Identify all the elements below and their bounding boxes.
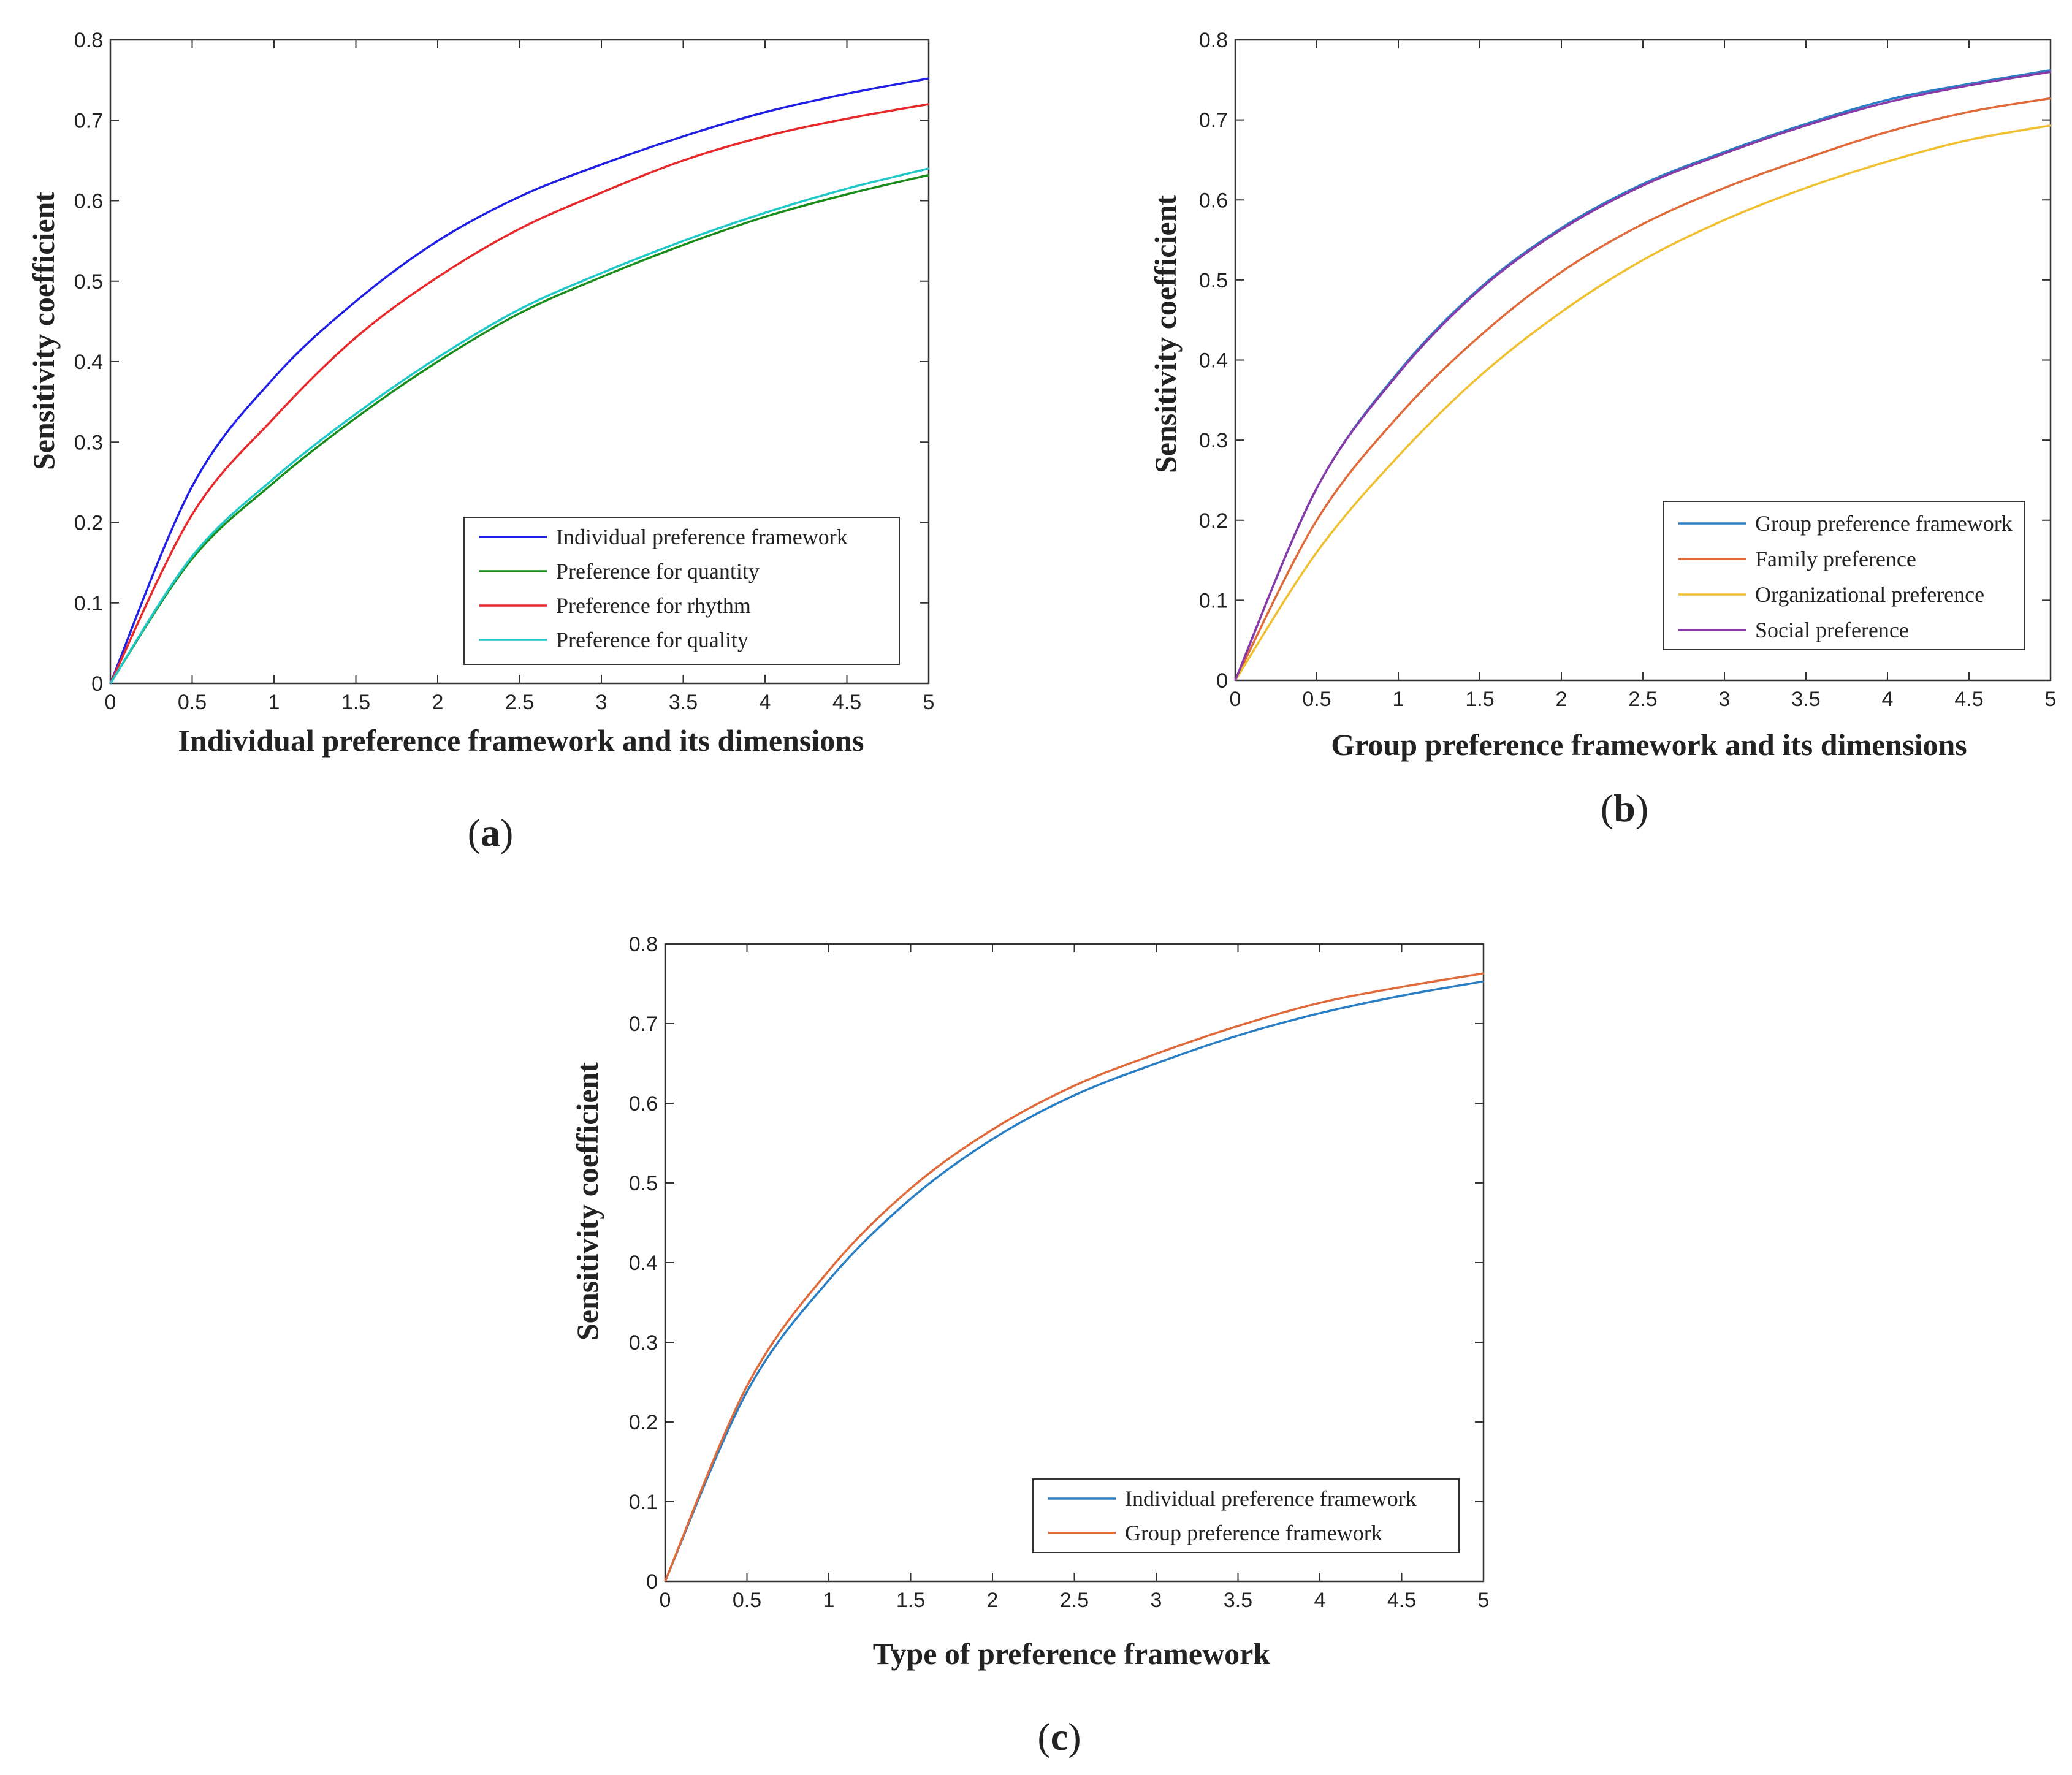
panel-a-xtick-label: 2 xyxy=(432,691,444,714)
panel-a-ytick-label: 0.1 xyxy=(74,592,103,615)
panel-c-series-line xyxy=(664,972,1484,1582)
panel-a-xtick-label: 0.5 xyxy=(178,691,207,714)
panel-b-xtick-label: 4.5 xyxy=(1954,688,1983,711)
panel-b-xtick-label: 3.5 xyxy=(1791,688,1820,711)
panel-a-legend-label: Individual preference framework xyxy=(556,525,848,549)
panel-a-ytick-label: 0.6 xyxy=(74,190,103,213)
panel-b-legend-box xyxy=(1663,501,2025,650)
panel-c-ytick-label: 0.2 xyxy=(629,1411,658,1434)
panel-b-legend-label: Family preference xyxy=(1755,547,1916,571)
panel-b-xtick-label: 4 xyxy=(1882,688,1894,711)
panel-a-xtick-label: 3.5 xyxy=(669,691,698,714)
panel-b-xtick-label: 1.5 xyxy=(1465,688,1494,711)
panel-b-legend-label: Organizational preference xyxy=(1755,582,1984,607)
panel-c-caption: (c) xyxy=(1037,1715,1081,1758)
panel-b-ytick-label: 0 xyxy=(1216,669,1228,693)
panel-b-xtick-label: 3 xyxy=(1719,688,1731,711)
panel-c-xtick-label: 4 xyxy=(1314,1589,1326,1612)
panel-a-caption: (a) xyxy=(468,811,514,854)
panel-a-series-line xyxy=(109,77,929,684)
panel-b-legend-label: Group preference framework xyxy=(1755,511,2013,536)
panel-a-xtick-label: 4 xyxy=(760,691,771,714)
panel-a-ytick-label: 0 xyxy=(91,672,103,696)
panel-b-caption: (b) xyxy=(1601,786,1648,830)
panel-a-ytick-label: 0.5 xyxy=(74,270,103,294)
panel-c-xtick-label: 4.5 xyxy=(1387,1589,1416,1612)
panel-c-xtick-label: 2 xyxy=(987,1589,999,1612)
panel-a-xlabel: Individual preference framework and its … xyxy=(178,723,864,758)
panel-b-legend-label: Social preference xyxy=(1755,618,1909,642)
panel-a-ytick-label: 0.3 xyxy=(74,431,103,454)
panel-c-xtick-label: 5 xyxy=(1478,1589,1490,1612)
panel-a-legend-label: Preference for rhythm xyxy=(556,593,751,618)
panel-c-ytick-label: 0.7 xyxy=(629,1013,658,1036)
panel-a-series-line xyxy=(109,103,929,684)
panel-c-legend-box xyxy=(1032,1478,1460,1553)
panel-c-xlabel: Type of preference framework xyxy=(873,1636,1271,1671)
panel-c-ytick-label: 0.6 xyxy=(629,1092,658,1116)
panel-c-xtick-label: 0 xyxy=(660,1589,671,1612)
panel-a-ylabel: Sensitivity coefficient xyxy=(26,192,61,470)
panel-c-xtick-label: 3.5 xyxy=(1224,1589,1252,1612)
panel-b-series-line xyxy=(1234,124,2051,681)
panel-c-ytick-label: 0.3 xyxy=(629,1331,658,1355)
panel-a-series-line xyxy=(109,173,929,684)
panel-b-ytick-label: 0.6 xyxy=(1199,189,1228,212)
panel-b-ytick-label: 0.1 xyxy=(1199,589,1228,612)
panel-c-legend-label: Individual preference framework xyxy=(1125,1486,1417,1511)
panel-c-series-line xyxy=(664,980,1484,1582)
panel-b-xtick-label: 5 xyxy=(2045,688,2057,711)
panel-a-xtick-label: 0 xyxy=(105,691,116,714)
panel-c-xtick-label: 3 xyxy=(1151,1589,1162,1612)
panel-b-ytick-label: 0.3 xyxy=(1199,429,1228,452)
panel-b-caption-letter: b xyxy=(1613,786,1636,830)
chart-panel-c: Sensitivity coefficient Type of preferen… xyxy=(570,933,1489,1758)
panel-c-ytick-label: 0.5 xyxy=(629,1172,658,1195)
panel-a-ytick-label: 0.8 xyxy=(74,29,103,52)
panel-c-ytick-label: 0.8 xyxy=(629,933,658,956)
panel-c-legend-label: Group preference framework xyxy=(1125,1521,1382,1545)
panel-a-xtick-label: 5 xyxy=(923,691,935,714)
panel-b-xtick-label: 1 xyxy=(1393,688,1404,711)
panel-b-ytick-label: 0.5 xyxy=(1199,269,1228,292)
panel-b-xtick-label: 0.5 xyxy=(1302,688,1331,711)
panel-a-ytick-label: 0.2 xyxy=(74,512,103,535)
panel-a-xtick-label: 1 xyxy=(269,691,280,714)
panel-a-xtick-label: 4.5 xyxy=(832,691,861,714)
panel-c-plot-frame xyxy=(664,943,1485,1583)
panel-a-legend-label: Preference for quality xyxy=(556,628,748,652)
panel-c-ylabel: Sensitivity coefficient xyxy=(570,1062,604,1340)
panel-c-ytick-label: 0 xyxy=(646,1570,658,1594)
panel-c-ytick-label: 0.4 xyxy=(629,1252,658,1275)
panel-c-ytick-label: 0.1 xyxy=(629,1491,658,1514)
panel-b-ylabel: Sensitivity coefficient xyxy=(1148,195,1183,473)
panel-b-ytick-label: 0.4 xyxy=(1199,349,1228,373)
panel-c-xtick-label: 1.5 xyxy=(896,1589,925,1612)
panel-a-series-line xyxy=(109,167,929,684)
panel-b-ytick-label: 0.2 xyxy=(1199,509,1228,533)
panel-a-xtick-label: 3 xyxy=(596,691,608,714)
panel-a-xtick-label: 1.5 xyxy=(341,691,370,714)
panel-c-xtick-label: 2.5 xyxy=(1060,1589,1089,1612)
panel-b-xlabel: Group preference framework and its dimen… xyxy=(1331,728,1967,762)
chart-panel-a: Sensitivity coefficient Individual prefe… xyxy=(26,29,934,854)
panel-c-xtick-label: 0.5 xyxy=(733,1589,761,1612)
panel-c-xtick-label: 1 xyxy=(823,1589,835,1612)
panel-a-legend-label: Preference for quantity xyxy=(556,559,760,583)
panel-b-ytick-label: 0.8 xyxy=(1199,29,1228,52)
panel-a-caption-letter: a xyxy=(481,811,500,854)
panel-a-ytick-label: 0.4 xyxy=(74,351,103,374)
panel-a-ytick-label: 0.7 xyxy=(74,109,103,132)
panel-a-xtick-label: 2.5 xyxy=(505,691,534,714)
panel-b-xtick-label: 2.5 xyxy=(1628,688,1657,711)
panel-b-ytick-label: 0.7 xyxy=(1199,109,1228,132)
panel-b-series-line xyxy=(1234,70,2051,681)
panel-c-caption-letter: c xyxy=(1051,1715,1068,1758)
chart-panel-b: Sensitivity coefficient Group preference… xyxy=(1148,29,2056,830)
panel-b-xtick-label: 2 xyxy=(1556,688,1567,711)
panel-b-xtick-label: 0 xyxy=(1230,688,1241,711)
panel-b-series-line xyxy=(1234,97,2051,681)
